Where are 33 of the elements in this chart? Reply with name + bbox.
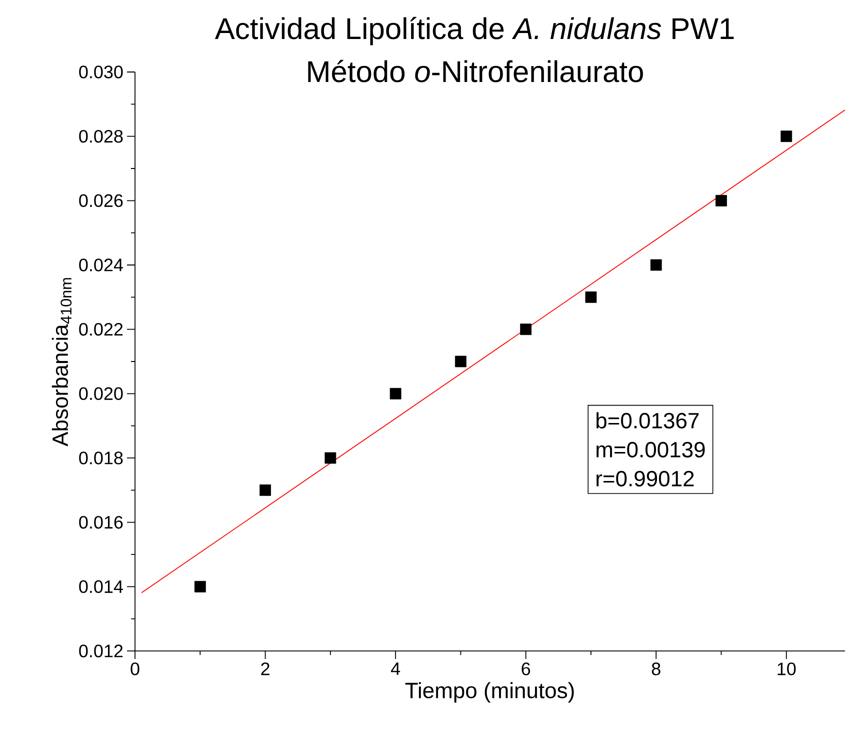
x-tick-label: 4 xyxy=(390,662,400,675)
x-tick-label: 8 xyxy=(652,662,660,676)
y-tick-label: 0.014 xyxy=(79,580,123,594)
x-tick-label: 10 xyxy=(778,662,796,676)
y-tick-label: 0.022 xyxy=(79,322,123,336)
y-tick-label: 0.024 xyxy=(79,258,123,272)
x-tick-label: 0 xyxy=(130,662,140,676)
point xyxy=(780,130,792,142)
annotation: r=0.99012 xyxy=(596,470,694,486)
y-tick-label: 0.028 xyxy=(79,130,123,143)
y-tick-label: 0.030 xyxy=(79,66,123,78)
annotation: m=0.00139 xyxy=(596,442,705,458)
point xyxy=(716,194,727,206)
point xyxy=(260,484,271,496)
chart-title: Actividad Lipolítica de A. nidulans PW1 xyxy=(214,16,734,46)
point xyxy=(585,291,597,303)
y-axis-title: Absorbancia$_{410nm}$ xyxy=(52,278,72,446)
annotation: b=0.01367 xyxy=(596,412,699,428)
y-tick-label: 0.016 xyxy=(79,516,123,529)
y-tick-label: 0.020 xyxy=(79,387,123,400)
x-tick-label: 2 xyxy=(261,662,270,676)
x-tick-label: 6 xyxy=(522,662,530,676)
point xyxy=(390,388,402,400)
point xyxy=(324,452,336,464)
y-tick-label: 0.026 xyxy=(79,194,123,208)
x-axis-title: Tiempo (minutos) xyxy=(405,682,574,703)
chart-subtitle: Método o-Nitrofenilaurato xyxy=(308,60,643,82)
y-tick-label: 0.018 xyxy=(79,452,123,464)
point xyxy=(520,324,532,336)
y-tick-label: 0.012 xyxy=(79,644,123,658)
point xyxy=(194,580,206,592)
point xyxy=(454,356,466,368)
point xyxy=(650,259,662,271)
